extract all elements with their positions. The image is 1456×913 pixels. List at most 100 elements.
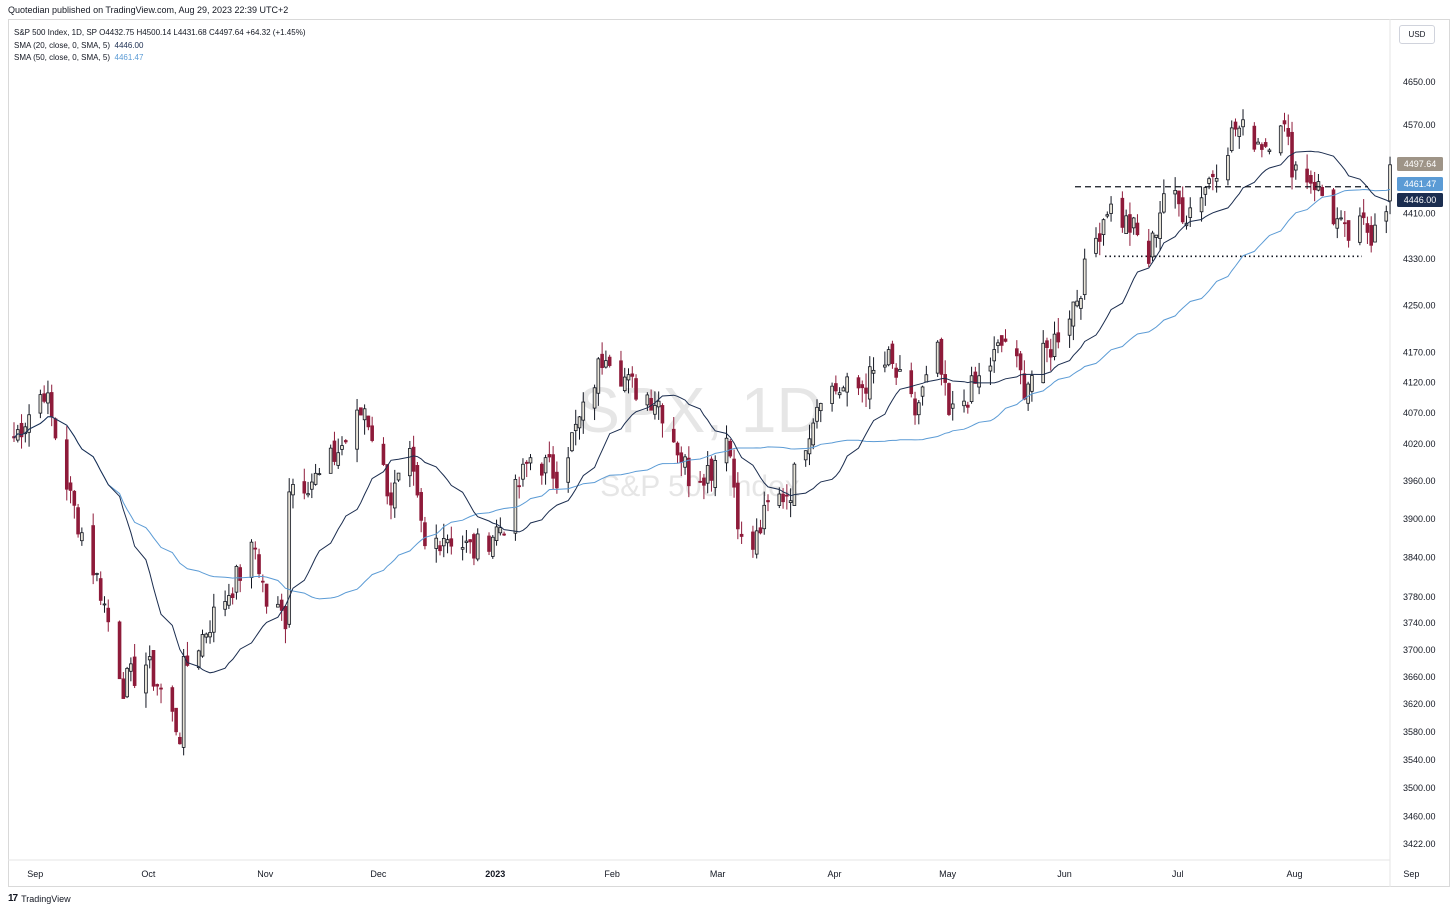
candle-body bbox=[381, 443, 386, 465]
candle bbox=[1075, 289, 1079, 308]
candle-body bbox=[460, 547, 465, 550]
candle bbox=[803, 450, 808, 467]
candle-body bbox=[1015, 348, 1019, 357]
candle bbox=[102, 596, 107, 613]
candle bbox=[1252, 122, 1257, 152]
candle bbox=[917, 399, 921, 425]
candle-body bbox=[645, 394, 650, 406]
candle-body bbox=[818, 403, 823, 412]
candle-body bbox=[1018, 353, 1023, 371]
candle-body bbox=[80, 532, 84, 542]
candle-body bbox=[302, 481, 307, 494]
candle bbox=[366, 415, 371, 431]
candle bbox=[845, 372, 849, 407]
candle bbox=[1286, 114, 1291, 146]
candle-body bbox=[513, 479, 518, 534]
candle-body bbox=[898, 369, 902, 372]
candle-body bbox=[592, 387, 597, 409]
candle bbox=[732, 449, 736, 498]
candle-body bbox=[498, 527, 503, 534]
candle-body bbox=[196, 650, 201, 669]
candle bbox=[223, 590, 227, 617]
candle bbox=[739, 521, 744, 544]
candle-body bbox=[909, 370, 914, 395]
candle bbox=[566, 447, 570, 493]
candle bbox=[728, 438, 733, 459]
candle-body bbox=[917, 402, 921, 416]
price-axis: 4650.00 4570.00 4410.00 4330.00 4250.00 4170.… bbox=[1403, 77, 1436, 849]
price-label-close-text: 4497.64 bbox=[1404, 159, 1437, 169]
candle-body bbox=[434, 537, 439, 549]
candle-body bbox=[49, 392, 54, 418]
candle-body bbox=[362, 408, 367, 421]
candle-body bbox=[208, 632, 212, 638]
candle bbox=[1365, 216, 1370, 245]
candle bbox=[1041, 330, 1046, 384]
tradingview-footer[interactable]: 17 TradingView bbox=[8, 893, 71, 904]
candle bbox=[117, 620, 122, 680]
candle bbox=[999, 335, 1004, 353]
candle bbox=[517, 476, 521, 499]
candle-body bbox=[687, 457, 691, 487]
candle bbox=[343, 439, 348, 444]
candle bbox=[736, 472, 740, 540]
x-tick-label: Sep bbox=[27, 869, 43, 879]
candle bbox=[1267, 148, 1272, 155]
candle-body bbox=[238, 567, 243, 581]
candle bbox=[1229, 120, 1234, 153]
candle-body bbox=[317, 473, 322, 476]
candle bbox=[178, 732, 182, 745]
candle bbox=[147, 645, 152, 669]
candle-body bbox=[159, 687, 163, 690]
candle-body bbox=[53, 418, 58, 439]
candle-body bbox=[291, 484, 295, 496]
candle bbox=[1226, 147, 1230, 186]
candle bbox=[249, 539, 254, 589]
candle bbox=[920, 385, 925, 406]
y-tick-label: 3660.00 bbox=[1403, 672, 1436, 682]
candle bbox=[834, 375, 838, 395]
candle bbox=[1312, 171, 1317, 202]
candle bbox=[660, 403, 665, 438]
candle bbox=[396, 472, 401, 482]
candle bbox=[1162, 179, 1166, 214]
candle-body bbox=[785, 494, 789, 497]
candle-body bbox=[306, 493, 310, 496]
candle bbox=[890, 340, 895, 369]
candle-body bbox=[656, 400, 661, 408]
candle-body bbox=[1154, 234, 1159, 238]
candle-body bbox=[1252, 125, 1257, 150]
candle bbox=[72, 490, 77, 519]
candle bbox=[91, 513, 95, 585]
candle-body bbox=[1082, 258, 1087, 296]
candle-body bbox=[973, 371, 978, 384]
candle bbox=[302, 468, 307, 500]
candle-body bbox=[408, 448, 412, 477]
candle bbox=[1346, 220, 1351, 248]
y-tick-label: 4070.00 bbox=[1403, 408, 1436, 418]
candle bbox=[1203, 185, 1208, 206]
candle-body bbox=[340, 445, 344, 450]
candle bbox=[362, 404, 367, 435]
candle bbox=[867, 356, 872, 410]
legend-sma50-value: 4461.47 bbox=[114, 53, 144, 62]
candle-body bbox=[1331, 189, 1336, 225]
candle bbox=[1180, 186, 1185, 225]
candle bbox=[1233, 118, 1238, 137]
candle-body bbox=[151, 650, 156, 687]
candle-body bbox=[411, 446, 416, 472]
candle-body bbox=[502, 533, 506, 536]
x-tick-label: Feb bbox=[604, 869, 620, 879]
candle-body bbox=[1358, 215, 1362, 243]
candle-body bbox=[1384, 211, 1389, 222]
candle-body bbox=[811, 422, 816, 446]
candle bbox=[1067, 310, 1072, 348]
candle-body bbox=[754, 530, 759, 555]
candle bbox=[98, 571, 103, 606]
candle bbox=[818, 402, 823, 423]
candle-body bbox=[23, 426, 28, 435]
currency-button[interactable]: USD bbox=[1399, 25, 1435, 44]
candle bbox=[381, 437, 386, 466]
candle-body bbox=[264, 583, 269, 607]
